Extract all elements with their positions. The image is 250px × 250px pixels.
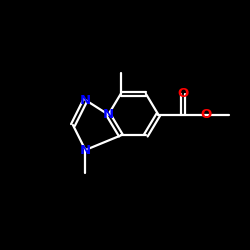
Text: N: N	[103, 108, 114, 121]
Text: N: N	[80, 144, 91, 156]
Text: O: O	[178, 87, 189, 100]
Text: O: O	[200, 108, 212, 121]
Text: N: N	[80, 94, 91, 106]
